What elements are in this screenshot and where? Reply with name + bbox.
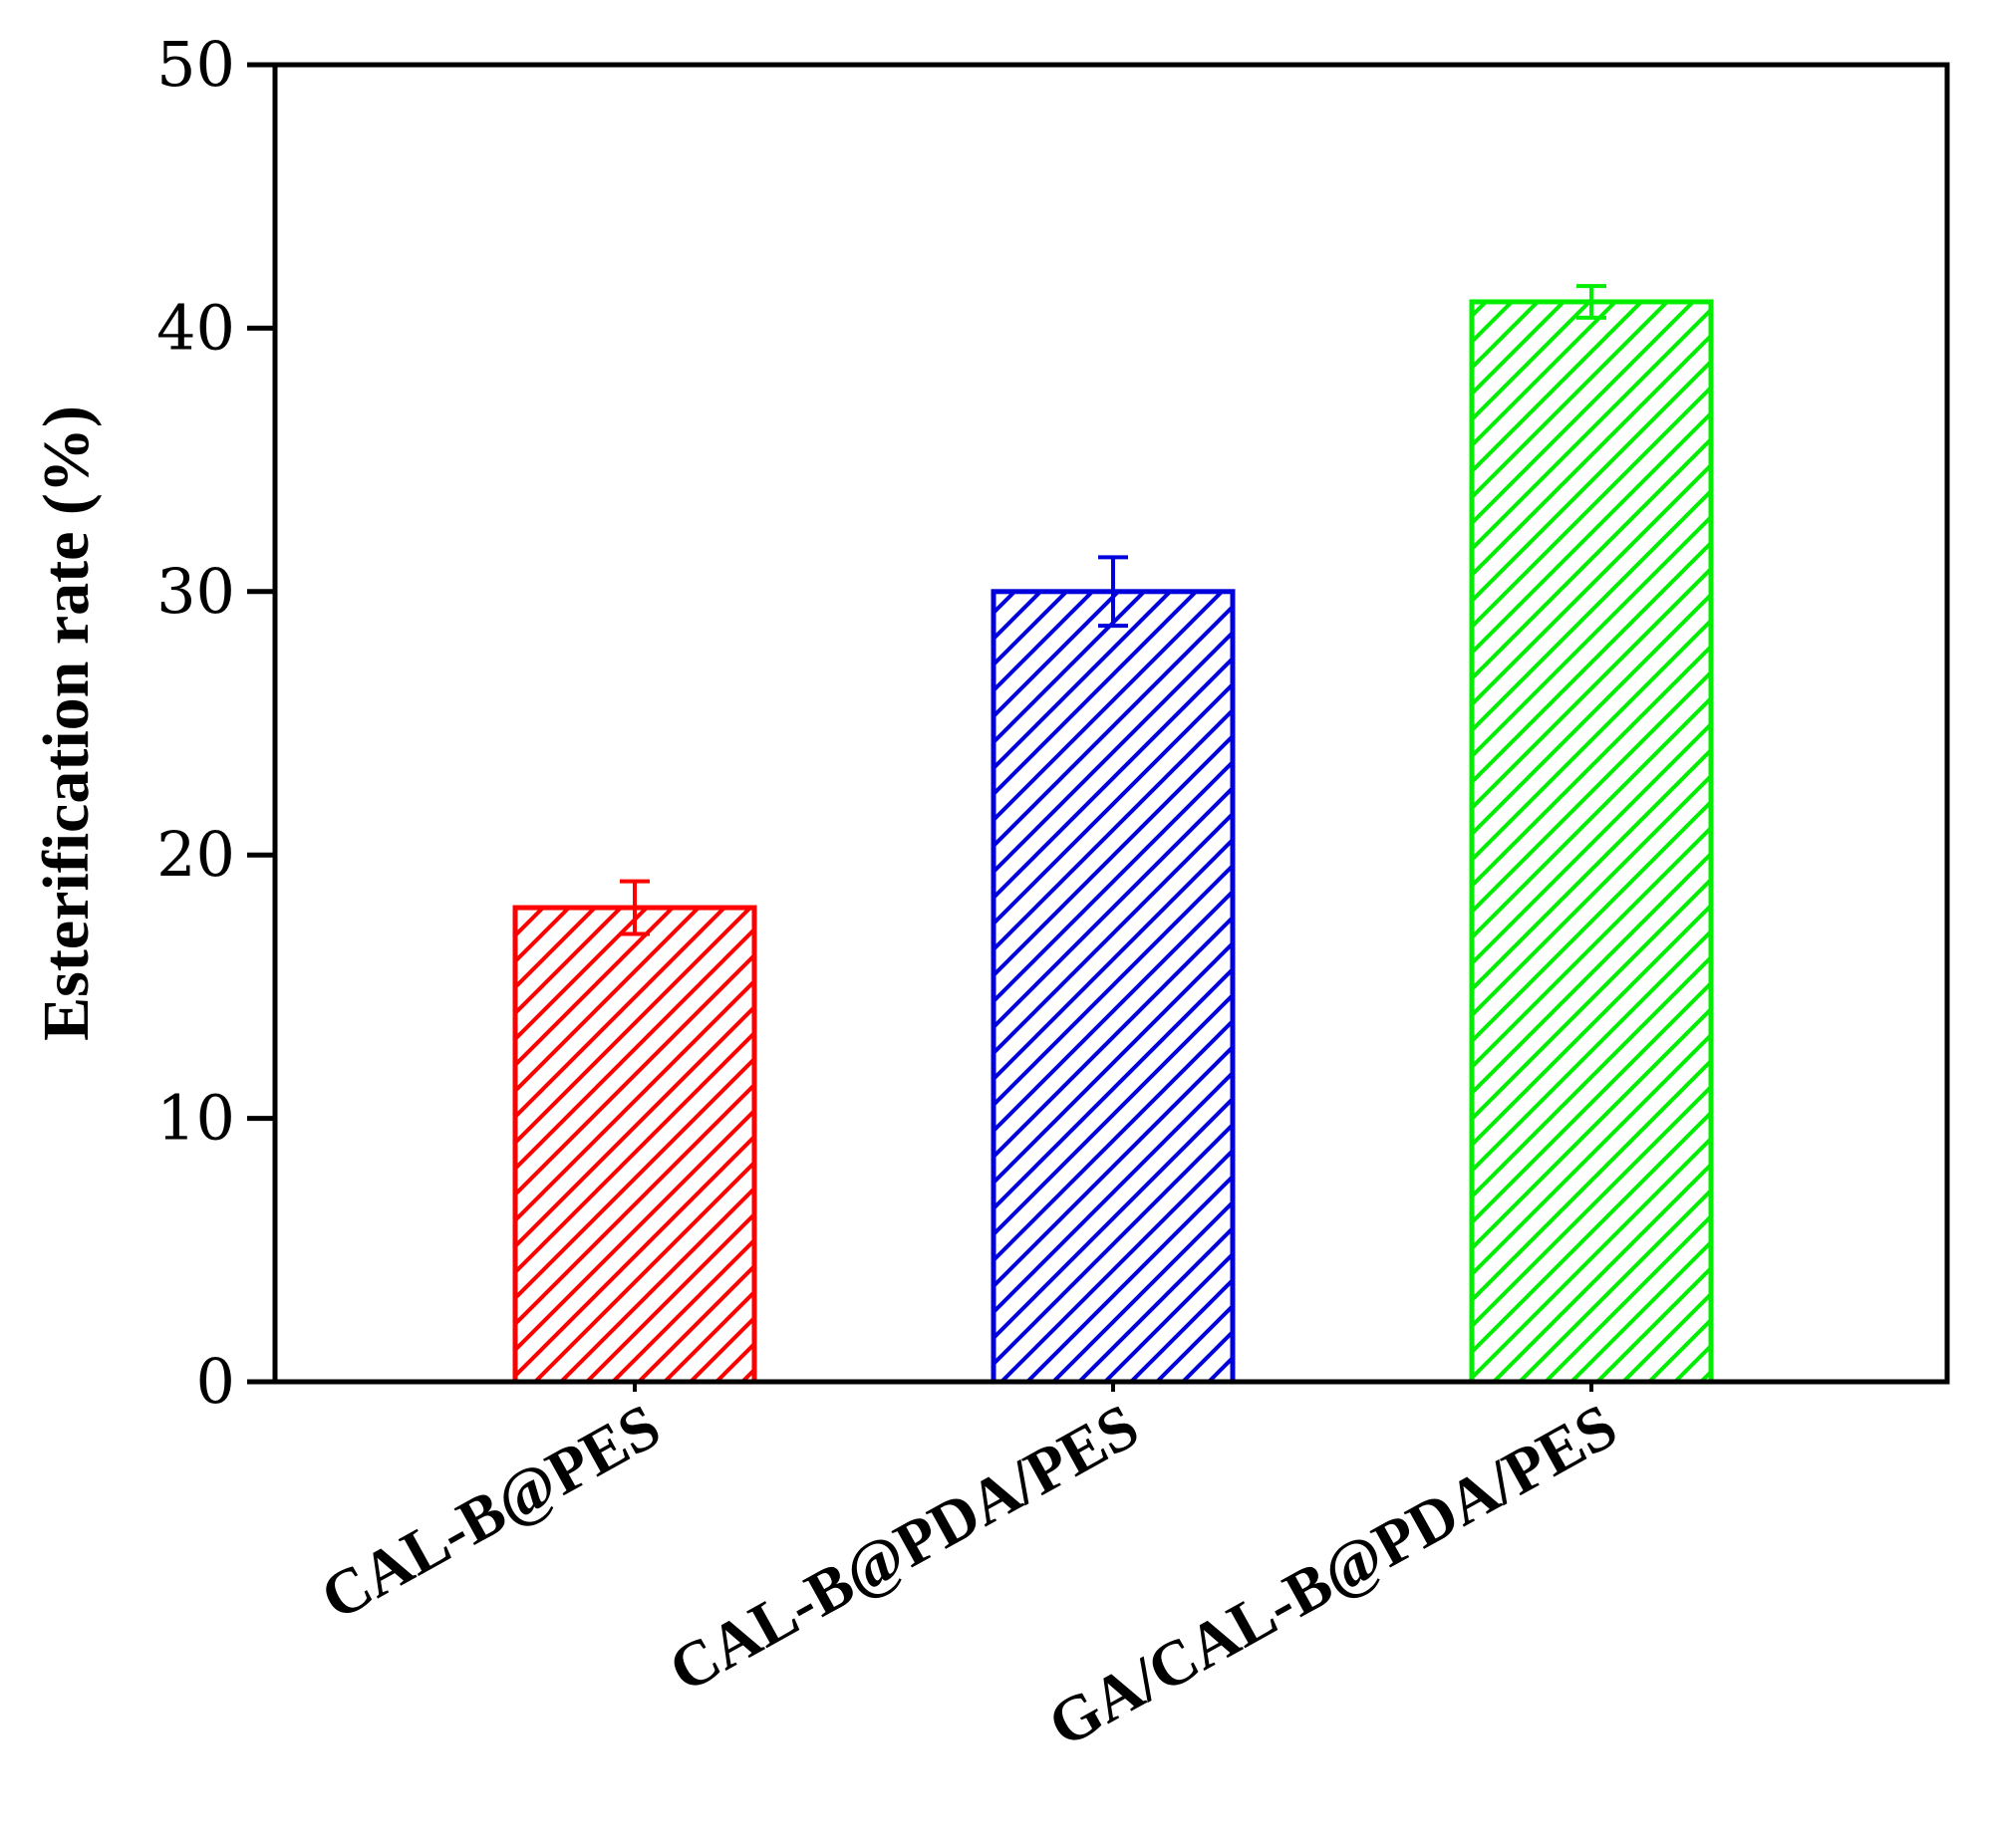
bars-layer bbox=[512, 299, 1714, 1385]
error-bar-3 bbox=[1576, 284, 1606, 320]
x-category-label-2: CAL-B@PDA/PES bbox=[658, 1390, 1150, 1706]
bar-1 bbox=[512, 905, 757, 1385]
y-tick-label-0: 0 bbox=[196, 1345, 235, 1418]
bar-3 bbox=[1469, 299, 1714, 1385]
y-tick-label-20: 20 bbox=[156, 818, 235, 891]
y-axis: 0 10 20 30 40 50 bbox=[156, 28, 275, 1418]
y-tick-label-10: 10 bbox=[156, 1082, 235, 1155]
y-tick-label-50: 50 bbox=[156, 28, 235, 101]
error-bar-1 bbox=[620, 879, 650, 936]
error-bars-layer bbox=[620, 284, 1606, 936]
y-tick-label-30: 30 bbox=[156, 555, 235, 628]
y-axis-title: Esterification rate (%) bbox=[30, 405, 103, 1041]
bar-2 bbox=[991, 589, 1236, 1385]
y-tick-label-40: 40 bbox=[156, 291, 235, 364]
x-category-label-1: CAL-B@PES bbox=[309, 1390, 671, 1633]
error-bar-2 bbox=[1098, 555, 1128, 629]
